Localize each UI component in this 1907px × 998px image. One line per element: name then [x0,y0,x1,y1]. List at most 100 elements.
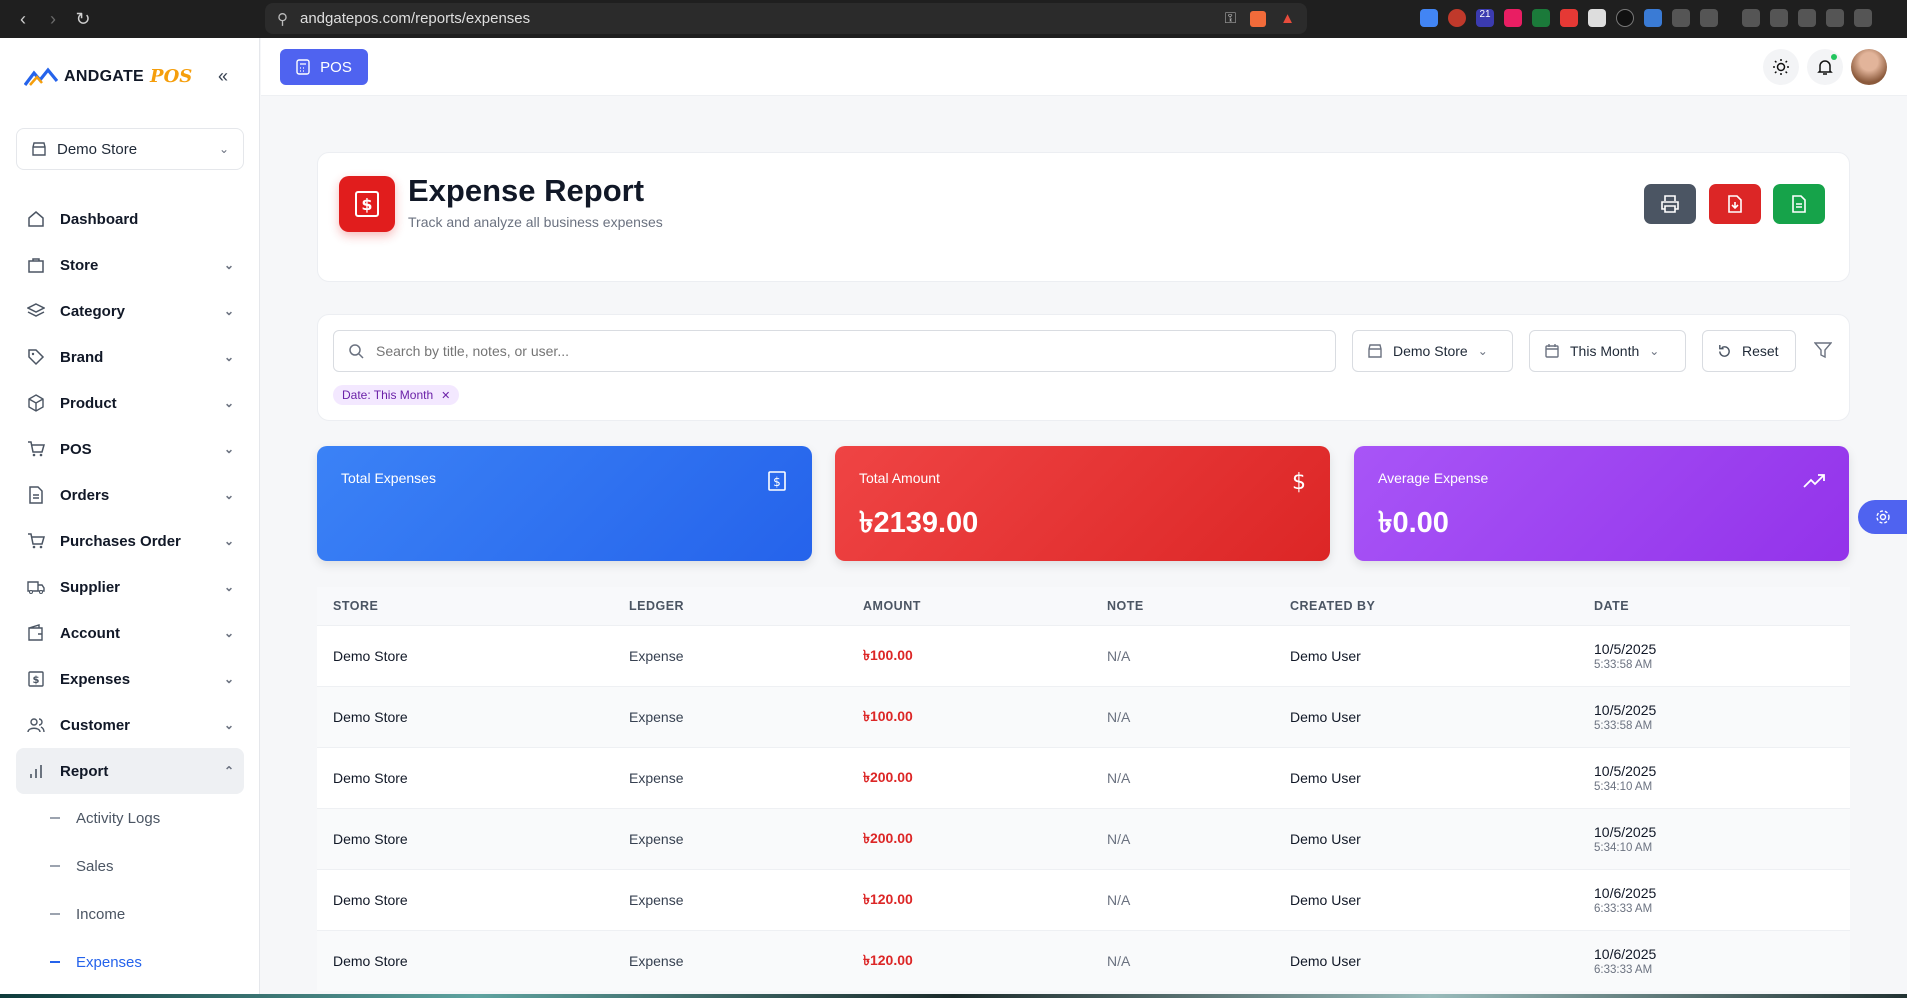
extension-icon[interactable] [1448,9,1466,27]
sidebar-item-category[interactable]: Category ⌄ [16,288,244,334]
url-bar[interactable]: ⚲ andgatepos.com/reports/expenses ⚿ ▲ [265,3,1307,34]
date-text: 10/5/2025 [1594,823,1657,840]
reload-icon[interactable]: ↻ [75,8,91,29]
brave-shield-icon[interactable] [1250,10,1267,27]
chevron-down-icon: ⌄ [223,304,234,318]
column-header-ledger[interactable]: LEDGER [629,598,685,613]
capture-icon[interactable] [1700,9,1718,27]
sidebar-item-customer[interactable]: Customer ⌄ [16,702,244,748]
sidebar-subitem-sales[interactable]: Sales [16,842,244,890]
cell-created-by: Demo User [1290,769,1361,786]
sidebar-item-report[interactable]: Report ⌃ [16,748,244,794]
site-settings-icon[interactable]: ⚲ [277,10,288,28]
cell-amount: ৳200.00 [863,768,913,785]
shield-icon[interactable] [1504,9,1522,27]
file-download-icon [1728,195,1742,213]
pos-button[interactable]: POS [280,49,368,85]
forward-icon[interactable]: › [50,8,56,29]
download-icon[interactable] [1742,9,1760,27]
rewards-icon[interactable]: ▲ [1280,10,1295,27]
date-text: 10/5/2025 [1594,640,1657,657]
export-pdf-button[interactable] [1709,184,1761,224]
sidebar-item-pos[interactable]: POS ⌄ [16,426,244,472]
store-selector[interactable]: Demo Store ⌄ [16,128,244,170]
reset-icon [1719,344,1730,357]
close-icon[interactable]: ✕ [441,389,451,402]
chevron-down-icon: ⌄ [218,142,229,156]
filter-icon[interactable] [1813,341,1833,362]
sidebar-subitem-expenses[interactable]: Expenses [16,938,244,986]
avatar[interactable] [1851,49,1887,85]
chevron-down-icon: ⌄ [223,580,234,594]
menu-icon[interactable] [1854,9,1872,27]
spreadsheet-icon [1792,195,1806,213]
sidebar-subitem-activity-logs[interactable]: Activity Logs [16,794,244,842]
sidebar-item-purchases-order[interactable]: Purchases Order ⌄ [16,518,244,564]
sidebar-item-supplier[interactable]: Supplier ⌄ [16,564,244,610]
translate-icon[interactable] [1420,9,1438,27]
sidebar-item-dashboard[interactable]: Dashboard [16,196,244,242]
store-icon [26,255,46,275]
code-icon[interactable] [1644,9,1662,27]
sidebar-item-brand[interactable]: Brand ⌄ [16,334,244,380]
app-logo[interactable]: ANDGATE POS [24,66,192,87]
dash-icon [50,913,60,915]
sidebar-item-product[interactable]: Product ⌄ [16,380,244,426]
back-icon[interactable]: ‹ [20,8,26,29]
table-row[interactable]: Demo Store Expense ৳120.00 N/A Demo User… [317,930,1850,991]
theme-toggle-icon[interactable] [1763,49,1799,85]
search-field[interactable] [333,330,1336,372]
sidebar-item-expenses[interactable]: $ Expenses ⌄ [16,656,244,702]
date-filter-dropdown[interactable]: This Month ⌄ [1529,330,1686,372]
cell-note: N/A [1107,891,1131,908]
svg-text:$: $ [773,475,781,489]
sidebar-subitem-label: Activity Logs [76,809,161,827]
dash-icon [50,961,60,963]
cart-icon [26,531,46,551]
sidebar-subitem-label: Sales [76,857,114,875]
key-icon[interactable]: ⚿ [1224,10,1237,27]
table-row[interactable]: Demo Store Expense ৳100.00 N/A Demo User… [317,686,1850,747]
cell-note: N/A [1107,952,1131,969]
collapse-sidebar-icon[interactable]: « [218,66,229,86]
search-icon [349,344,364,359]
sidebar-item-orders[interactable]: Orders ⌄ [16,472,244,518]
table-row[interactable]: Demo Store Expense ৳200.00 N/A Demo User… [317,808,1850,869]
box-icon [26,393,46,413]
stat-label: Total Expenses [341,470,436,486]
time-text: 6:33:33 AM [1594,963,1653,976]
print-button[interactable] [1644,184,1696,224]
date-text: 10/6/2025 [1594,945,1657,962]
cell-amount: ৳100.00 [863,646,913,663]
dash-icon [50,865,60,867]
store-filter-dropdown[interactable]: Demo Store ⌄ [1352,330,1513,372]
store-selector-label: Demo Store [57,140,138,158]
sidebar-item-account[interactable]: Account ⌄ [16,610,244,656]
cell-ledger: Expense [629,647,684,664]
column-header-note[interactable]: NOTE [1107,598,1144,613]
sidebar-subitem-income[interactable]: Income [16,890,244,938]
youtube-icon[interactable] [1560,9,1578,27]
page-title: Expense Report [408,173,645,208]
column-header-date[interactable]: DATE [1594,598,1630,613]
sidebar-icon[interactable] [1770,9,1788,27]
table-row[interactable]: Demo Store Expense ৳100.00 N/A Demo User… [317,625,1850,686]
sheet-icon[interactable] [1532,9,1550,27]
column-header-store[interactable]: STORE [333,598,379,613]
wallet-icon[interactable] [1798,9,1816,27]
reset-button[interactable]: Reset [1702,330,1796,372]
leo-icon[interactable] [1826,9,1844,27]
settings-float-button[interactable] [1858,500,1907,534]
column-header-amount[interactable]: AMOUNT [863,598,921,613]
table-row[interactable]: Demo Store Expense ৳120.00 N/A Demo User… [317,869,1850,930]
search-input[interactable] [376,343,1321,359]
badge-icon[interactable]: 21 [1476,9,1494,27]
column-header-created-by[interactable]: CREATED BY [1290,598,1376,613]
pen-icon[interactable] [1588,9,1606,27]
sidebar-item-store[interactable]: Store ⌄ [16,242,244,288]
puzzle-icon[interactable] [1672,9,1690,27]
table-row[interactable]: Demo Store Expense ৳200.00 N/A Demo User… [317,747,1850,808]
notification-bell-icon[interactable] [1807,49,1843,85]
export-excel-button[interactable] [1773,184,1825,224]
dark-icon[interactable] [1616,9,1634,27]
